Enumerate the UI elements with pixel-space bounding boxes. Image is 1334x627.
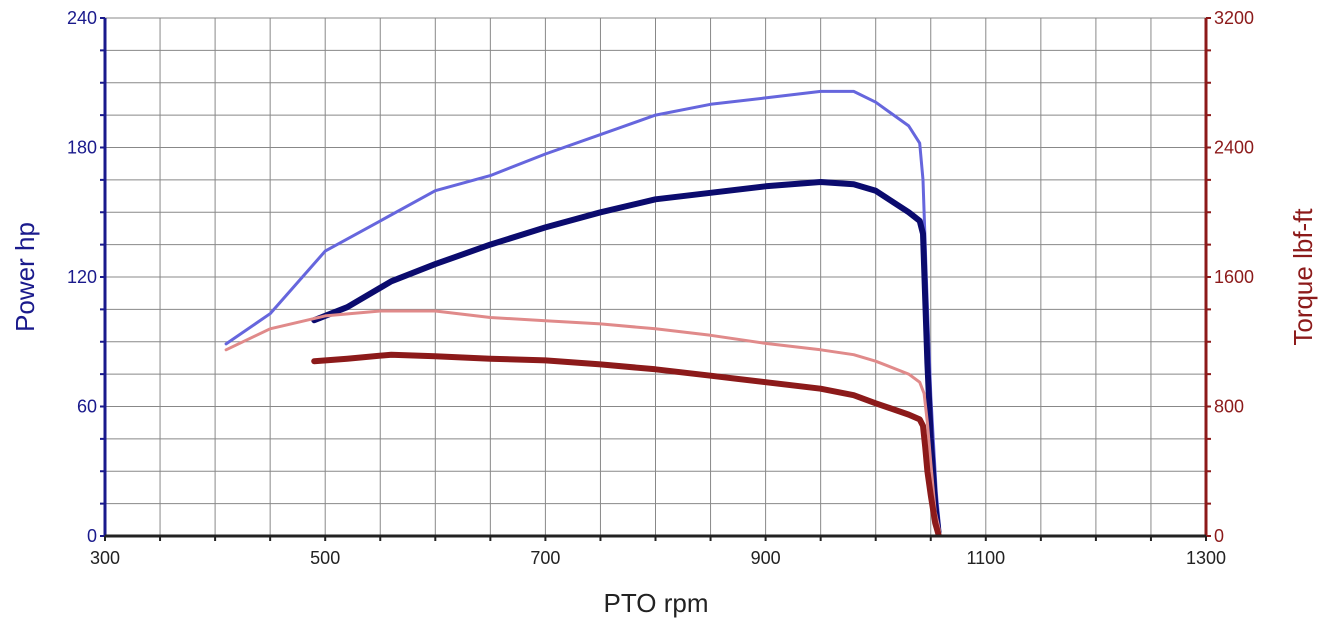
left-tick-label: 60 xyxy=(77,397,97,417)
right-tick-label: 800 xyxy=(1214,397,1244,417)
x-tick-label: 300 xyxy=(90,548,120,568)
left-tick-label: 0 xyxy=(87,526,97,546)
x-tick-label: 1300 xyxy=(1186,548,1226,568)
right-tick-label: 3200 xyxy=(1214,8,1254,28)
left-tick-label: 120 xyxy=(67,267,97,287)
left-tick-label: 180 xyxy=(67,138,97,158)
right-axis-title: Torque lbf-ft xyxy=(1288,208,1318,346)
axes xyxy=(100,17,1211,541)
x-tick-label: 1100 xyxy=(966,548,1005,568)
left-tick-label: 240 xyxy=(67,8,97,28)
x-tick-label: 500 xyxy=(310,548,340,568)
x-tick-label: 700 xyxy=(530,548,560,568)
series-line-3 xyxy=(224,309,942,533)
data-series xyxy=(224,89,942,538)
series-line-2 xyxy=(311,179,942,535)
right-tick-label: 0 xyxy=(1214,526,1224,546)
x-tick-label: 900 xyxy=(751,548,781,568)
series-line-4 xyxy=(311,351,942,538)
right-tick-label: 1600 xyxy=(1214,267,1254,287)
left-axis-title: Power hp xyxy=(10,222,40,332)
x-axis-title: PTO rpm xyxy=(604,588,709,618)
right-tick-label: 2400 xyxy=(1214,138,1254,158)
grid-lines xyxy=(104,17,1207,537)
